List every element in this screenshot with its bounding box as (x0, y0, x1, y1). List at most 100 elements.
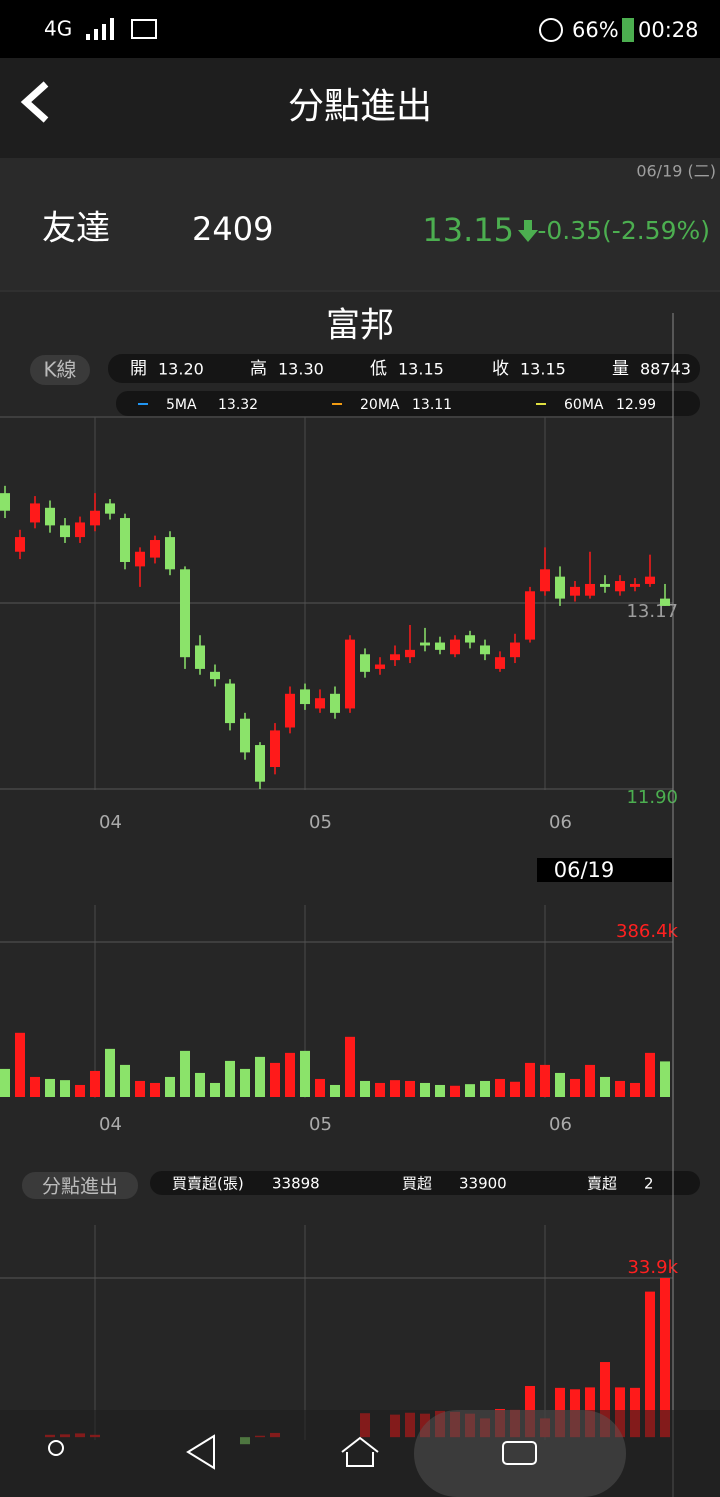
y-tick-label: 11.90 (626, 787, 678, 808)
flow-stat-label: 買超 (402, 1175, 432, 1193)
bar (540, 1064, 550, 1097)
down-arrow (518, 220, 538, 242)
bar (210, 1082, 220, 1097)
candle-body (90, 510, 100, 526)
candle-body (240, 718, 250, 753)
bar (615, 1080, 625, 1097)
flow-stat-value: 33898 (272, 1175, 320, 1193)
bar (270, 1062, 280, 1097)
ma-name: 60MA (564, 397, 604, 413)
battery-icon (622, 18, 634, 42)
candle-body (660, 598, 670, 606)
candle-body (630, 583, 640, 587)
candle-body (135, 551, 145, 567)
candle-body (285, 693, 295, 728)
candle-body (45, 507, 55, 526)
bar (255, 1056, 265, 1097)
bar (390, 1080, 400, 1097)
ohlc-bar (108, 354, 700, 383)
candle-body (525, 591, 535, 640)
ohlc-value: 13.20 (158, 360, 204, 379)
bar (225, 1060, 235, 1097)
broker-name: 富邦 (326, 306, 394, 346)
bar (15, 1032, 25, 1097)
flow-stat-value: 2 (644, 1175, 654, 1193)
flow-tab-label: 分點進出 (42, 1176, 118, 1198)
candle-body (585, 583, 595, 596)
kline-tab[interactable] (30, 355, 90, 385)
candle-body (30, 503, 40, 523)
candle-body (15, 537, 25, 552)
bar (120, 1064, 130, 1097)
flow-tab[interactable] (22, 1172, 138, 1199)
quote-row (0, 158, 720, 290)
x-tick-label: 05 (309, 1114, 332, 1135)
bar (660, 1061, 670, 1097)
candle-body (645, 576, 655, 584)
nav-recent[interactable] (502, 1441, 537, 1465)
bar (165, 1076, 175, 1097)
bar (555, 1072, 565, 1097)
candle-body (480, 645, 490, 655)
candle-body (75, 522, 85, 538)
bar (135, 1080, 145, 1097)
candle-body (600, 583, 610, 587)
ohlc-label: 高 (250, 359, 267, 379)
page-title: 分點進出 (288, 86, 432, 127)
stock-code: 2409 (192, 210, 273, 248)
cursor-label-box (537, 858, 672, 882)
ohlc-label: 收 (492, 359, 509, 379)
clock: 00:28 (638, 18, 699, 42)
image-icon (131, 19, 157, 39)
bar (240, 1068, 250, 1097)
ma-value: 13.11 (412, 397, 452, 413)
bar (30, 1076, 40, 1097)
candle-body (270, 730, 280, 768)
nav-bar (0, 1410, 720, 1497)
candle-body (465, 635, 475, 643)
candle-body (0, 493, 10, 511)
candle-body (255, 745, 265, 782)
y-tick-label: 386.4k (616, 921, 679, 942)
ma-name: 5MA (166, 397, 197, 413)
candle-body (510, 642, 520, 658)
ohlc-value: 13.30 (278, 360, 324, 379)
bar (195, 1072, 205, 1097)
bar (525, 1062, 535, 1097)
bar (645, 1052, 655, 1097)
charts: 04 05 06 13.17 11.90 04 05 06 386.4k 33.9k (0, 313, 679, 1497)
bar (465, 1084, 475, 1097)
stock-name: 友達 (42, 209, 110, 249)
battery-level: 66% (572, 18, 619, 42)
bar (300, 1050, 310, 1097)
candle-body (570, 586, 580, 596)
candle-body (615, 581, 625, 592)
nav-home[interactable] (341, 1436, 379, 1467)
candle-body (405, 649, 415, 658)
candle-body (60, 525, 70, 538)
candle-body (555, 576, 565, 599)
ohlc-label: 低 (370, 359, 387, 379)
ohlc-label: 量 (612, 359, 629, 379)
bar (480, 1080, 490, 1097)
price-change: -0.35(-2.59%) (537, 216, 710, 245)
kline-tab-label: K線 (43, 358, 76, 382)
network: 4G (44, 17, 72, 41)
back-button[interactable] (20, 81, 49, 123)
y-tick-label: 33.9k (627, 1257, 678, 1278)
candle-body (345, 639, 355, 709)
ma-value: 12.99 (616, 397, 656, 413)
flow-stat-label: 買賣超(張) (172, 1175, 244, 1193)
ma-name: 20MA (360, 397, 400, 413)
bar (645, 1291, 655, 1438)
candle-body (165, 537, 175, 570)
x-tick-label: 06 (549, 1114, 572, 1135)
flow-stats-bar (150, 1171, 700, 1195)
bar (360, 1080, 370, 1097)
nav-pin[interactable] (48, 1440, 64, 1456)
candle-body (375, 664, 385, 669)
bar (45, 1078, 55, 1097)
nav-back[interactable] (186, 1434, 215, 1470)
flow-stat-label: 賣超 (587, 1175, 617, 1193)
